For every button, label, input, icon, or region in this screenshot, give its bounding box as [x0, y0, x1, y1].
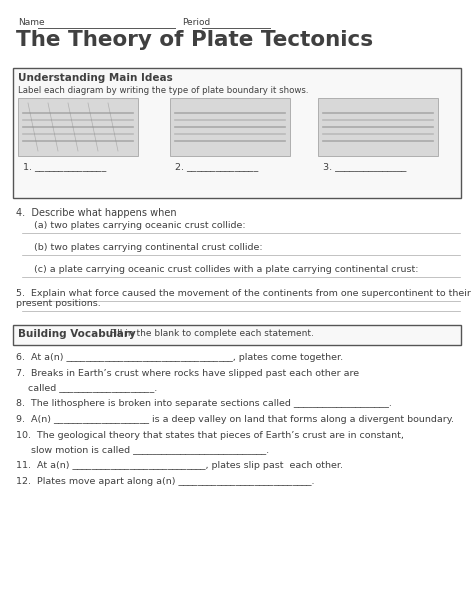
- Text: 12.  Plates move apart along a(n) ____________________________.: 12. Plates move apart along a(n) _______…: [16, 477, 315, 486]
- Text: (a) two plates carrying oceanic crust collide:: (a) two plates carrying oceanic crust co…: [22, 221, 246, 230]
- Text: (c) a plate carrying oceanic crust collides with a plate carrying continental cr: (c) a plate carrying oceanic crust colli…: [22, 265, 419, 274]
- Text: 9.  A(n) ____________________ is a deep valley on land that forms along a diverg: 9. A(n) ____________________ is a deep v…: [16, 415, 454, 424]
- Bar: [13, 325, 461, 345]
- Text: 5.  Explain what force caused the movement of the continents from one superconti: 5. Explain what force caused the movemen…: [16, 289, 471, 308]
- Text: Fill in the blank to complete each statement.: Fill in the blank to complete each state…: [110, 329, 314, 338]
- Text: Building Vocabulary: Building Vocabulary: [18, 329, 136, 339]
- Text: 2. _______________: 2. _______________: [175, 162, 258, 171]
- Text: 8.  The lithosphere is broken into separate sections called ____________________: 8. The lithosphere is broken into separa…: [16, 399, 392, 408]
- Text: Period: Period: [182, 18, 210, 27]
- Text: 10.  The geological theory that states that pieces of Earth’s crust are in const: 10. The geological theory that states th…: [16, 431, 404, 440]
- Text: slow motion is called ____________________________.: slow motion is called __________________…: [16, 445, 269, 454]
- Text: (b) two plates carrying continental crust collide:: (b) two plates carrying continental crus…: [22, 243, 263, 252]
- Text: 11.  At a(n) ____________________________, plates slip past  each other.: 11. At a(n) ____________________________…: [16, 461, 343, 470]
- Bar: [13, 68, 461, 198]
- Text: The Theory of Plate Tectonics: The Theory of Plate Tectonics: [16, 30, 373, 50]
- Text: 3. _______________: 3. _______________: [323, 162, 406, 171]
- Bar: [318, 98, 438, 156]
- Text: Name: Name: [18, 18, 45, 27]
- Text: Label each diagram by writing the type of plate boundary it shows.: Label each diagram by writing the type o…: [18, 86, 309, 95]
- Bar: [18, 98, 138, 156]
- Text: 6.  At a(n) ___________________________________, plates come together.: 6. At a(n) _____________________________…: [16, 353, 343, 362]
- Text: 7.  Breaks in Earth’s crust where rocks have slipped past each other are: 7. Breaks in Earth’s crust where rocks h…: [16, 369, 359, 378]
- Text: Understanding Main Ideas: Understanding Main Ideas: [18, 73, 173, 83]
- Text: called ____________________.: called ____________________.: [16, 383, 157, 392]
- Bar: [170, 98, 290, 156]
- Text: 4.  Describe what happens when: 4. Describe what happens when: [16, 208, 177, 218]
- Text: 1. _______________: 1. _______________: [23, 162, 106, 171]
